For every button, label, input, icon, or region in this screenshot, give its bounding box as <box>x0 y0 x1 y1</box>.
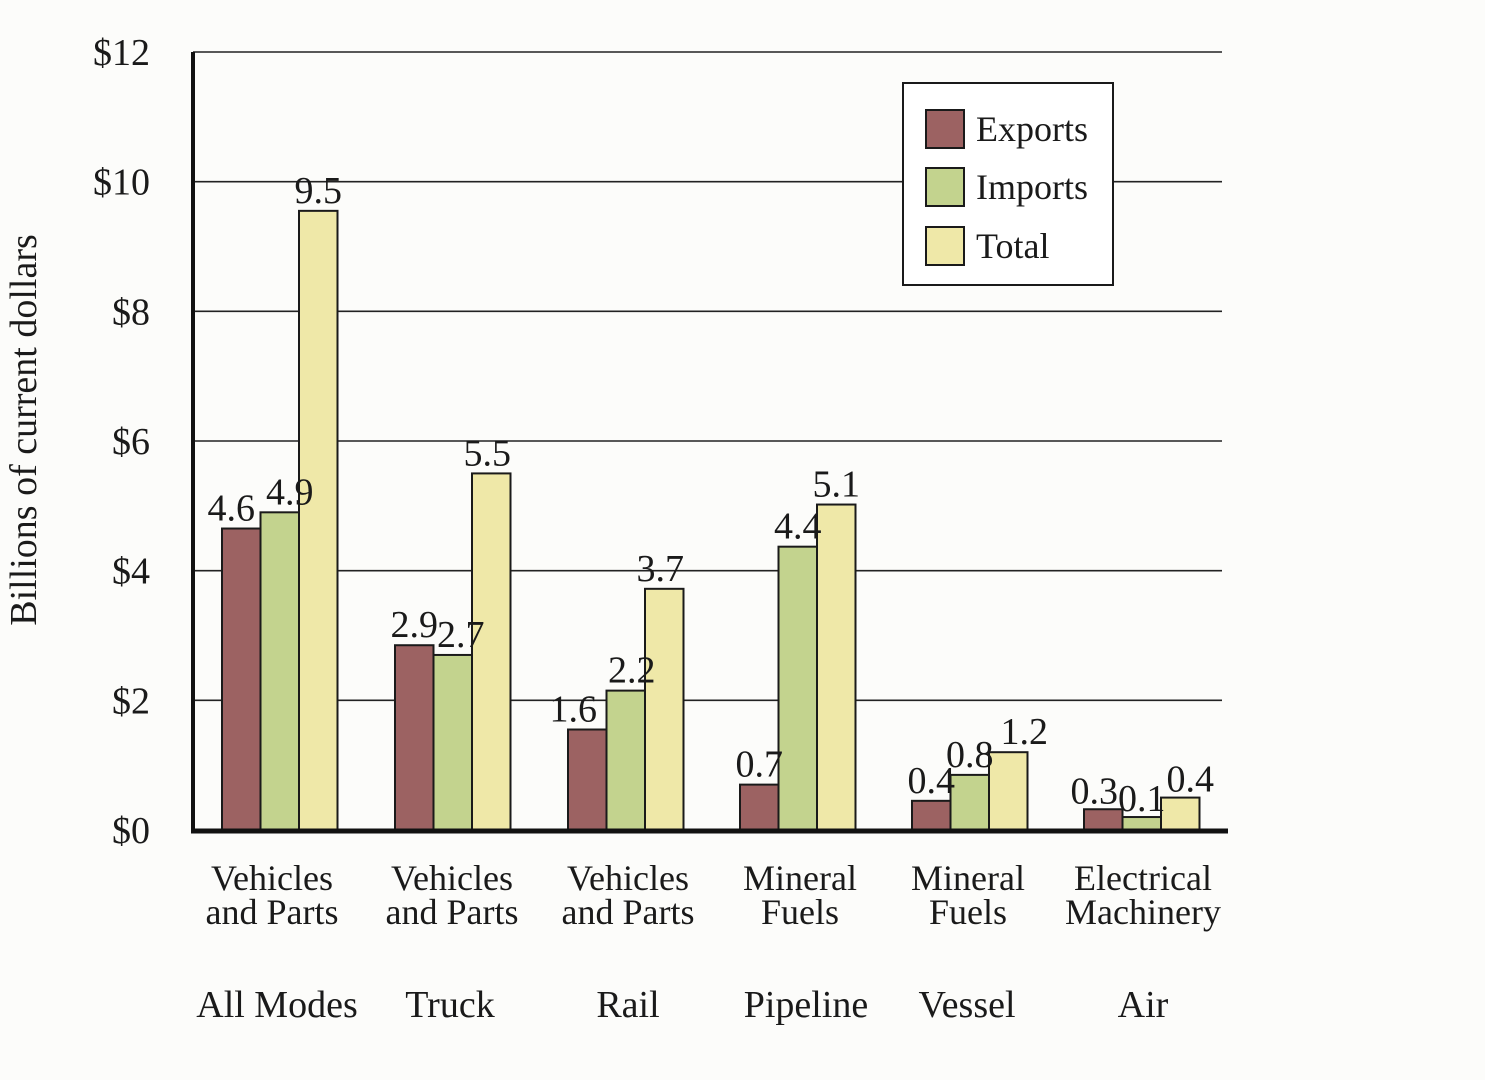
x-category-label: Electrical Machinery <box>1065 858 1221 932</box>
y-tick-label: $6 <box>112 421 150 463</box>
x-mode-label: All Modes <box>196 984 358 1026</box>
x-mode-label: Air <box>1118 984 1169 1026</box>
bar-total <box>298 209 339 831</box>
x-mode-label: Truck <box>405 984 494 1026</box>
data-label-imports: 0.8 <box>946 734 994 776</box>
bar-exports <box>739 783 780 831</box>
bar-imports <box>432 653 473 832</box>
x-mode-label: Vessel <box>918 984 1015 1026</box>
data-label-imports: 2.2 <box>608 650 656 692</box>
gridlines <box>193 51 1222 702</box>
x-category-label: Vehicles and Parts <box>386 858 519 932</box>
data-label-total: 9.5 <box>295 170 343 212</box>
data-label-exports: 0.4 <box>908 760 956 802</box>
data-label-exports: 0.7 <box>736 744 784 786</box>
bars <box>221 209 1201 832</box>
data-label-imports: 4.4 <box>774 506 822 548</box>
data-label-exports: 0.3 <box>1071 770 1119 812</box>
x-category-label: Mineral Fuels <box>743 858 857 932</box>
bar-total <box>988 751 1029 832</box>
bar-imports <box>949 773 990 831</box>
legend-label-imports: Imports <box>976 167 1088 207</box>
bar-exports <box>394 644 435 831</box>
bar-imports <box>605 689 646 831</box>
legend-swatch-total <box>925 226 965 266</box>
data-label-total: 5.5 <box>464 432 512 474</box>
data-label-imports: 2.7 <box>437 614 485 656</box>
y-axis-ticks: $0 $2 $4 $6 $8 $10 $12 <box>93 32 150 852</box>
bar-imports <box>259 511 300 831</box>
bar-total <box>816 503 857 831</box>
x-mode-label: Pipeline <box>744 984 869 1026</box>
bar-total <box>644 587 685 831</box>
data-label-total: 1.2 <box>1001 711 1049 753</box>
data-label-imports: 0.1 <box>1118 778 1166 820</box>
y-tick-label: $4 <box>112 551 150 593</box>
data-label-exports: 4.6 <box>208 488 256 530</box>
axes <box>191 52 1228 834</box>
data-label-exports: 2.9 <box>391 604 439 646</box>
data-label-exports: 1.6 <box>550 689 598 731</box>
data-labels: 4.6 2.9 1.6 0.7 0.4 0.3 4.9 2.7 2.2 4.4 0.8 0.1 9.5 5… <box>208 170 1215 820</box>
x-axis-category-labels: Vehicles and Parts All Modes Vehicles and Pa… <box>196 858 1221 1026</box>
bar-exports <box>567 728 608 832</box>
data-label-total: 3.7 <box>637 548 685 590</box>
y-tick-label: $0 <box>112 810 150 852</box>
bar-total <box>471 472 512 831</box>
data-label-total: 0.4 <box>1167 759 1215 801</box>
bar-exports <box>221 527 262 832</box>
x-category-label: Mineral Fuels <box>911 858 1025 932</box>
y-axis-label: Billions of current dollars <box>3 234 45 626</box>
data-label-total: 5.1 <box>813 464 861 506</box>
bar-exports <box>911 799 952 832</box>
x-mode-label: Rail <box>596 984 659 1026</box>
legend-swatch-exports <box>925 109 965 149</box>
x-category-label: Vehicles and Parts <box>562 858 695 932</box>
legend-label-total: Total <box>976 226 1049 266</box>
x-category-label: Vehicles and Parts <box>206 858 339 932</box>
data-label-imports: 4.9 <box>266 471 314 513</box>
y-tick-label: $10 <box>93 162 150 204</box>
bar-imports <box>777 545 818 831</box>
legend: Exports Imports Total <box>902 82 1114 286</box>
y-tick-label: $12 <box>93 32 150 74</box>
y-tick-label: $2 <box>112 680 150 722</box>
y-tick-label: $8 <box>112 291 150 333</box>
bar-exports <box>1083 808 1124 832</box>
legend-label-exports: Exports <box>976 109 1088 149</box>
bar-total <box>1160 796 1201 831</box>
legend-swatch-imports <box>925 167 965 207</box>
